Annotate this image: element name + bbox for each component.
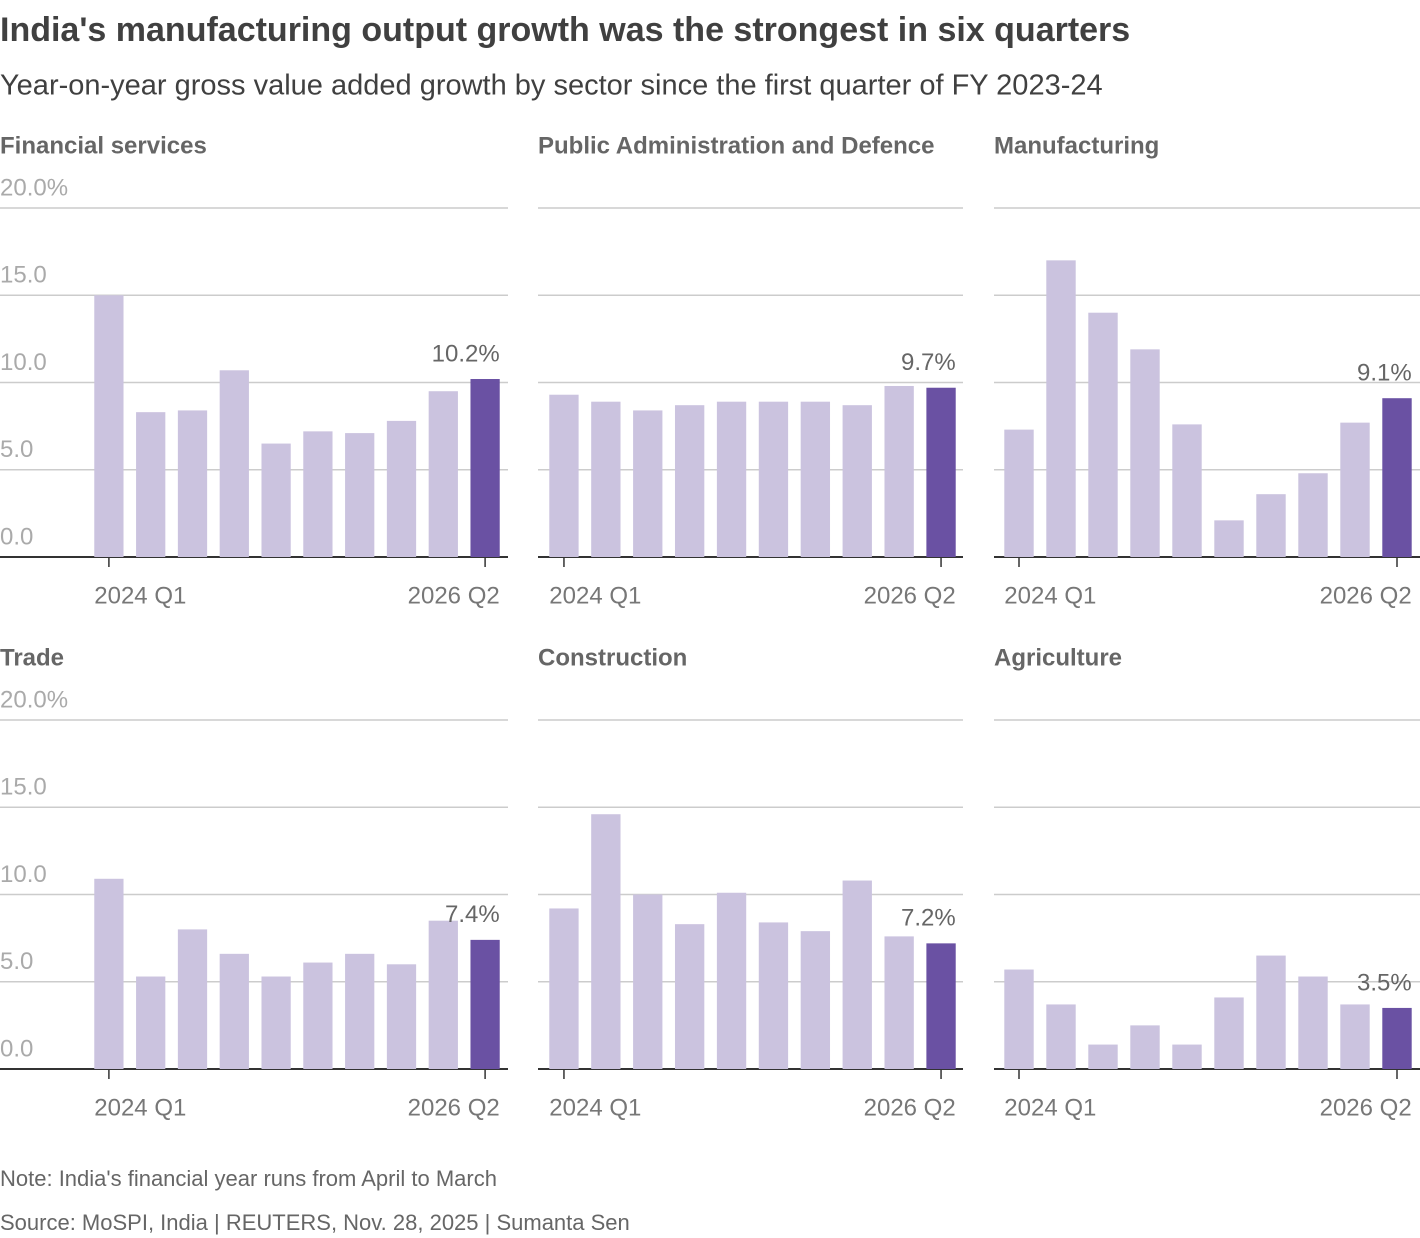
bar — [1340, 1004, 1370, 1069]
bar — [1172, 424, 1202, 557]
bar — [591, 814, 621, 1069]
bar — [926, 387, 956, 557]
bar — [345, 953, 375, 1069]
bar — [800, 931, 831, 1069]
source: Source: MoSPI, India | REUTERS, Nov. 28,… — [0, 1210, 630, 1235]
value-label: 3.5% — [1357, 969, 1412, 996]
bar — [1214, 520, 1244, 557]
bar — [591, 401, 621, 557]
chart-subtitle: Year-on-year gross value added growth by… — [0, 70, 1103, 102]
panel-title: Financial services — [0, 132, 207, 159]
x-tick-label: 2024 Q1 — [549, 582, 641, 609]
bar — [261, 976, 291, 1069]
x-tick-label: 2026 Q2 — [1320, 582, 1412, 609]
bar — [1004, 429, 1034, 557]
bar — [219, 370, 249, 557]
bar — [674, 405, 705, 557]
bar — [758, 922, 789, 1069]
y-tick-label: 5.0 — [0, 436, 33, 463]
bar — [177, 410, 208, 557]
note: Note: India's financial year runs from A… — [0, 1166, 497, 1191]
y-tick-label: 20.0% — [0, 686, 68, 713]
bar — [1382, 398, 1412, 557]
bar — [1298, 473, 1328, 557]
bar — [428, 391, 458, 557]
bar — [884, 385, 914, 557]
bar — [633, 894, 663, 1069]
x-tick-label: 2024 Q1 — [549, 1094, 641, 1121]
bar — [136, 976, 166, 1069]
value-label: 7.4% — [445, 901, 500, 928]
bar — [884, 936, 914, 1069]
bar — [1256, 494, 1286, 557]
bar — [926, 943, 956, 1069]
bar — [842, 880, 872, 1069]
bar — [219, 953, 249, 1069]
bar — [177, 929, 208, 1069]
bar — [1130, 1025, 1160, 1069]
bar — [136, 412, 166, 557]
y-tick-label: 0.0 — [0, 523, 33, 550]
bar — [1004, 969, 1034, 1069]
y-tick-label: 15.0 — [0, 262, 47, 289]
bar — [549, 908, 579, 1069]
bar — [716, 401, 747, 557]
bar — [549, 394, 579, 557]
x-tick-label: 2026 Q2 — [408, 1094, 500, 1121]
panel-title: Trade — [0, 644, 64, 671]
x-tick-label: 2024 Q1 — [1004, 582, 1096, 609]
bar — [633, 410, 663, 557]
bar — [261, 443, 291, 557]
bar — [345, 433, 375, 557]
chart-title: India's manufacturing output growth was … — [0, 11, 1130, 49]
bar — [386, 964, 417, 1069]
x-tick-label: 2026 Q2 — [1320, 1094, 1412, 1121]
value-label: 9.1% — [1357, 360, 1412, 387]
value-label: 7.2% — [901, 905, 956, 932]
panel-title: Manufacturing — [994, 132, 1159, 159]
x-tick-label: 2026 Q2 — [864, 582, 956, 609]
bar — [470, 939, 500, 1069]
x-tick-label: 2026 Q2 — [864, 1094, 956, 1121]
bar — [1298, 976, 1328, 1069]
bar — [470, 379, 500, 557]
y-tick-label: 5.0 — [0, 948, 33, 975]
bar — [94, 295, 124, 557]
bar — [800, 401, 831, 557]
bar — [716, 892, 747, 1069]
y-tick-label: 0.0 — [0, 1035, 33, 1062]
bar — [1382, 1007, 1412, 1069]
bar — [758, 401, 789, 557]
bar — [94, 878, 124, 1069]
bar — [1130, 349, 1160, 557]
bar — [428, 920, 458, 1069]
y-tick-label: 10.0 — [0, 349, 47, 376]
bar — [303, 431, 333, 557]
bar — [1340, 422, 1370, 557]
bar — [1214, 997, 1244, 1069]
bar — [386, 420, 417, 557]
x-tick-label: 2024 Q1 — [94, 582, 186, 609]
bar — [1172, 1044, 1202, 1069]
bar — [674, 924, 705, 1069]
bar — [303, 962, 333, 1069]
bar — [1256, 955, 1286, 1069]
y-tick-label: 10.0 — [0, 861, 47, 888]
panel-title: Public Administration and Defence — [538, 132, 935, 159]
x-tick-label: 2026 Q2 — [408, 582, 500, 609]
bar — [1088, 1044, 1118, 1069]
bar — [1046, 1004, 1076, 1069]
value-label: 9.7% — [901, 349, 956, 376]
y-tick-label: 15.0 — [0, 774, 47, 801]
bar — [842, 405, 872, 557]
bar — [1088, 312, 1118, 557]
bar — [1046, 260, 1076, 557]
x-tick-label: 2024 Q1 — [1004, 1094, 1096, 1121]
value-label: 10.2% — [432, 340, 500, 367]
y-tick-label: 20.0% — [0, 174, 68, 201]
x-tick-label: 2024 Q1 — [94, 1094, 186, 1121]
panel-title: Agriculture — [994, 644, 1122, 671]
panel-title: Construction — [538, 644, 687, 671]
